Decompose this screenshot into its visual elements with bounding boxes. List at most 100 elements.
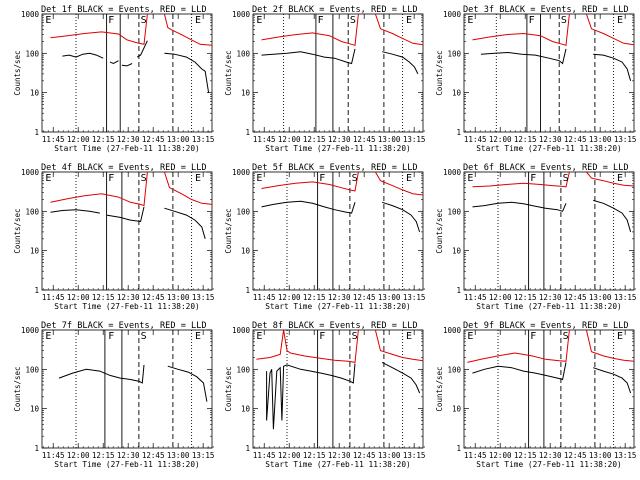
lld-rate-line [586,171,635,187]
x-tick-label: 11:45 [253,135,276,144]
events-rate-line [480,48,567,65]
panel-title: Det 8f BLACK = Events, RED = LLD [252,321,418,331]
x-tick-label: 12:00 [489,135,512,144]
marker-label-f: F [530,331,536,342]
x-tick-label: 13:00 [378,293,401,302]
x-tick-label: 12:00 [67,293,90,302]
x-tick-label: 12:00 [489,293,512,302]
marker-label-e: E [256,173,262,184]
x-tick-label: 13:15 [192,135,215,144]
lld-rate-line [163,13,213,46]
y-tick-label: 1 [245,444,250,453]
y-tick-label: 1 [245,128,250,137]
marker-label-e: E [195,173,201,184]
chart-panel-4: Det 4f BLACK = Events, RED = LLD 1 10 100 10… [13,163,214,311]
plot-frame [463,13,635,133]
marker-label-e: E [406,331,412,342]
x-tick-label: 12:30 [539,135,562,144]
y-axis-label: Counts/sec [224,50,233,95]
chart-panel-2: Det 2f BLACK = Events, RED = LLD 1 10 100 10… [224,5,425,153]
x-tick-label: 12:30 [117,451,140,460]
x-tick-label: 12:15 [303,451,326,460]
events-rate-line [136,40,148,58]
x-tick-label: 12:45 [353,293,376,302]
events-rate-line [593,53,632,81]
events-rate-line [62,52,104,59]
marker-label-f: F [319,173,325,184]
x-tick-label: 12:15 [303,293,326,302]
events-rate-line [381,361,421,394]
plot-frame [463,329,635,449]
x-axis-label: Start Time (27-Feb-11 11:38:20) [265,144,411,153]
x-tick-label: 12:00 [489,451,512,460]
x-tick-label: 13:15 [403,135,426,144]
x-tick-label: 13:00 [167,135,190,144]
y-tick-label: 1 [456,286,461,295]
lld-rate-line [467,329,570,363]
y-tick-label: 100 [236,365,250,374]
lld-rate-line [472,13,570,46]
x-tick-label: 13:15 [614,451,637,460]
x-axis-label: Start Time (27-Feb-11 11:38:20) [265,460,411,469]
lld-rate-line [472,171,570,188]
events-rate-line [382,201,421,233]
events-rate-line [472,201,567,212]
marker-label-e: E [195,15,201,26]
x-tick-label: 12:15 [92,293,115,302]
lld-rate-line [163,171,213,205]
events-rate-line [261,200,356,214]
y-tick-label: 1 [34,286,39,295]
chart-panel-7: Det 7f BLACK = Events, RED = LLD 1 10 100 10… [13,321,214,469]
marker-label-e: E [45,173,51,184]
y-tick-label: 100 [447,365,461,374]
events-rate-line [382,51,419,75]
marker-label-e: E [45,15,51,26]
marker-label-f: F [529,15,535,26]
events-rate-line [261,48,356,65]
y-tick-label: 100 [25,49,39,58]
plot-frame [41,13,213,133]
x-tick-label: 11:45 [464,451,487,460]
x-tick-label: 12:00 [278,293,301,302]
lld-rate-line [585,329,635,362]
marker-label-e: E [617,331,623,342]
lld-rate-line [50,13,148,45]
lld-rate-line [50,171,148,207]
events-rate-line [58,364,145,384]
marker-label-s: S [350,15,356,26]
plot-frame [463,171,635,291]
marker-label-e: E [256,331,262,342]
x-tick-label: 12:00 [278,451,301,460]
lld-rate-line [374,171,424,196]
events-rate-line [106,206,145,223]
x-tick-label: 12:15 [92,451,115,460]
x-tick-label: 12:45 [564,451,587,460]
events-rate-line [167,365,208,402]
x-tick-label: 12:45 [564,135,587,144]
y-axis-label: Counts/sec [13,208,22,253]
x-tick-label: 13:15 [403,451,426,460]
x-tick-label: 13:00 [589,451,612,460]
y-tick-label: 100 [447,49,461,58]
y-tick-label: 1 [34,444,39,453]
x-tick-label: 12:45 [142,293,165,302]
y-tick-label: 1000 [232,168,251,177]
x-tick-label: 12:30 [117,293,140,302]
y-tick-label: 1000 [21,10,40,19]
y-tick-label: 1000 [443,326,462,335]
y-tick-label: 1000 [443,168,462,177]
x-tick-label: 12:45 [142,451,165,460]
y-tick-label: 10 [30,247,40,256]
y-tick-label: 1000 [232,326,251,335]
events-rate-line [266,363,356,430]
lld-rate-line [256,329,359,363]
panel-title: Det 2f BLACK = Events, RED = LLD [252,5,418,15]
y-tick-label: 10 [30,89,40,98]
y-tick-label: 1000 [443,10,462,19]
panel-title: Det 5f BLACK = Events, RED = LLD [252,163,418,173]
marker-label-s: S [561,15,567,26]
lld-rate-line [261,13,359,46]
x-tick-label: 12:30 [539,451,562,460]
plot-frame [252,171,424,291]
y-tick-label: 1000 [21,168,40,177]
